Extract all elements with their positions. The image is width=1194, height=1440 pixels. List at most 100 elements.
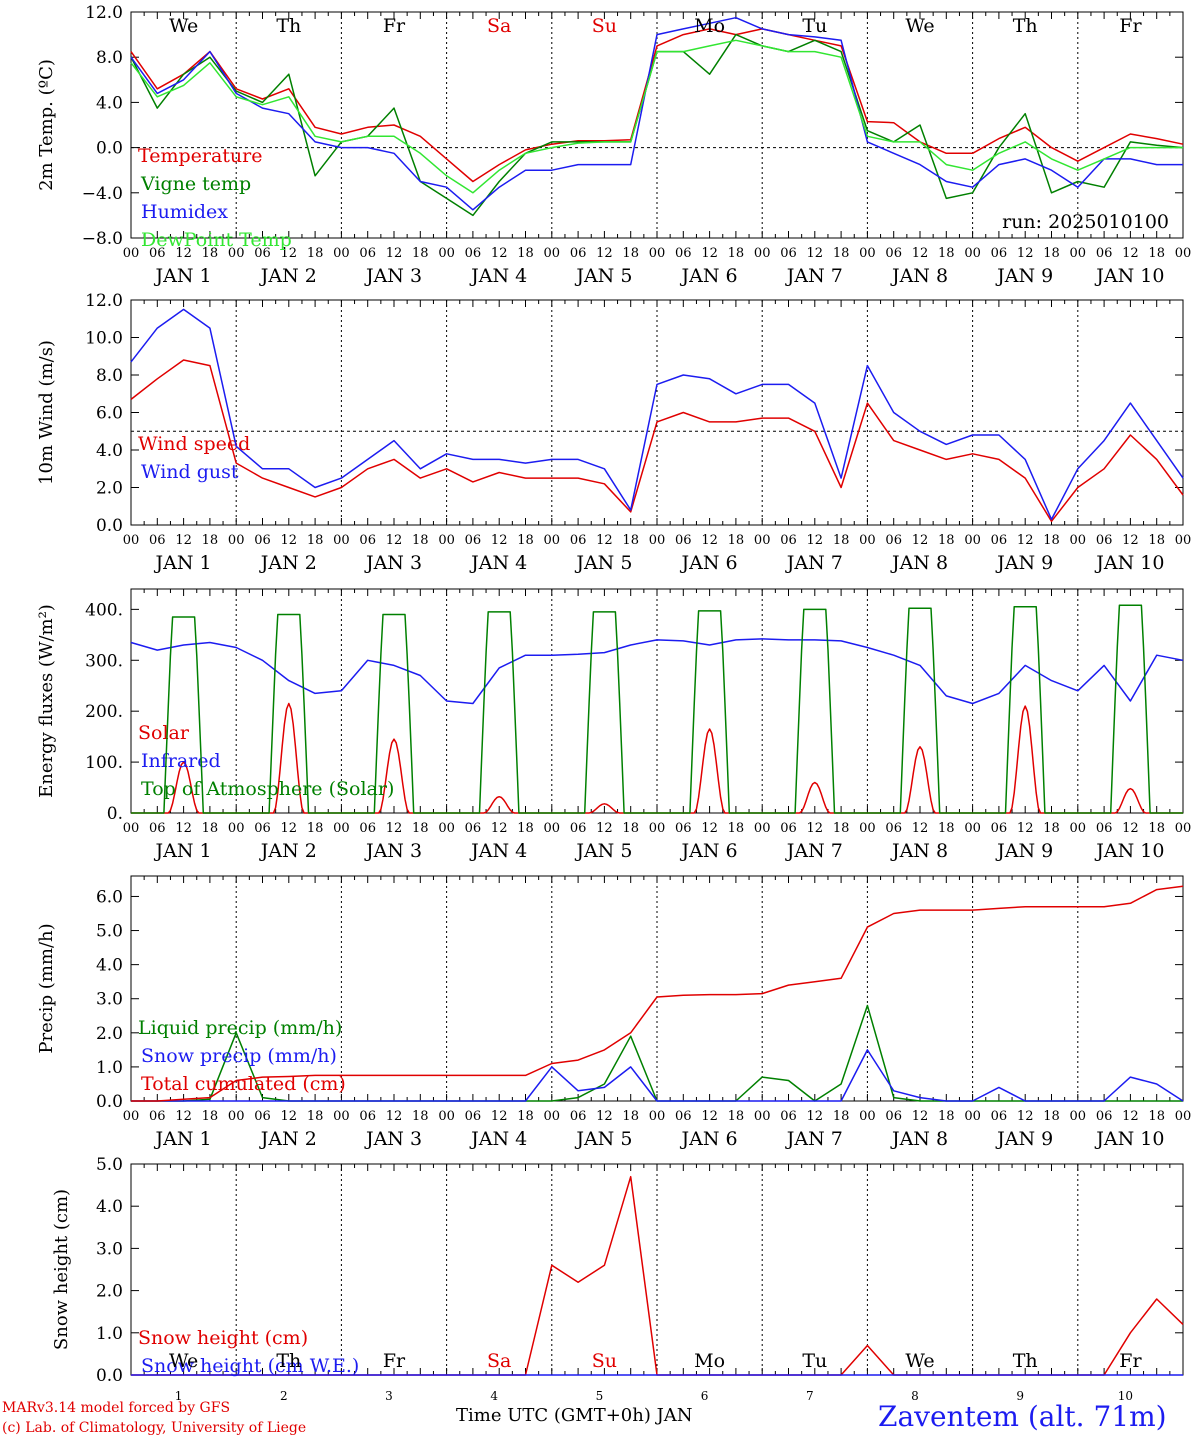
date-label: JAN 2 [259,1128,317,1150]
hour-tick-label: 06 [1096,533,1113,548]
legend-entry: Wind speed [138,433,250,455]
hour-tick-label: 00 [754,246,771,261]
chart-panel-4: 6.0 5.0 4.0 3.0 2.0 1.0 0.0 Precip (mm/h) 00 06 12… [36,875,1191,1150]
legend-entry: Top of Atmosphere (Solar) [141,778,394,800]
hour-tick-label: 12 [596,821,613,836]
hour-tick-label: 06 [149,1109,166,1124]
y-tick-label: −4.0 [82,184,123,204]
hour-tick-label: 12 [912,246,929,261]
legend-entry: Temperature [138,145,262,167]
legend-entry: Infrared [141,750,221,772]
y-tick-label: 6.0 [96,887,123,907]
hour-tick-label: 06 [359,821,376,836]
hour-tick-label: 18 [307,821,324,836]
hour-tick-label: 06 [359,246,376,261]
legend-entry: Snow height (cm) [138,1327,308,1349]
y-tick-label: 12.0 [85,3,123,23]
hour-tick-label: 00 [438,533,455,548]
date-label: JAN 9 [995,552,1053,574]
hour-tick-label: 00 [438,821,455,836]
hour-tick-label: 00 [123,1109,140,1124]
hour-tick-label: 06 [1096,246,1113,261]
hour-tick-label: 06 [149,533,166,548]
hour-tick-label: 06 [885,533,902,548]
date-label: JAN 7 [785,840,843,862]
hour-tick-label: 12 [175,1109,192,1124]
chart-panel-5: 5.0 4.0 3.0 2.0 1.0 0.0 Snow height (cm) Snow h… [51,1155,1184,1403]
date-label: JAN 5 [574,840,632,862]
hour-tick-label: 12 [701,246,718,261]
date-label: JAN 6 [680,1128,738,1150]
hour-tick-label: 18 [1043,533,1060,548]
hour-tick-label: 12 [912,533,929,548]
date-label: JAN 3 [364,840,422,862]
run-label: run: 2025010100 [1002,211,1169,233]
legend-entry: Snow precip (mm/h) [141,1045,337,1067]
hour-tick-label: 18 [1043,821,1060,836]
hour-tick-label: 06 [991,1109,1008,1124]
hour-tick-label: 18 [202,1109,219,1124]
hour-tick-label: 06 [780,1109,797,1124]
date-label: JAN 3 [364,552,422,574]
hour-tick-label: 18 [833,1109,850,1124]
hour-tick-label: 18 [622,246,639,261]
hour-tick-label: 12 [807,1109,824,1124]
hour-tick-label: 06 [465,246,482,261]
hour-tick-label: 12 [912,1109,929,1124]
day-number-label: 6 [701,1389,709,1403]
series-top-of-atmosphere-solar [131,604,1183,814]
y-tick-label: 1.0 [96,1324,123,1344]
day-number-label: 8 [911,1389,919,1403]
day-of-week-label: We [905,15,934,37]
hour-tick-label: 18 [728,533,745,548]
time-axis-label: Time UTC (GMT+0h) JAN [456,1405,693,1426]
hour-tick-label: 12 [1122,1109,1139,1124]
hour-tick-label: 00 [544,1109,561,1124]
date-label: JAN 4 [469,552,527,574]
date-label: JAN 6 [680,840,738,862]
hour-tick-label: 18 [412,1109,429,1124]
hour-tick-label: 12 [596,246,613,261]
hour-tick-label: 18 [1043,246,1060,261]
hour-tick-label: 18 [517,246,534,261]
date-label: JAN 7 [785,265,843,287]
y-tick-label: 10.0 [85,329,123,349]
hour-tick-label: 18 [517,1109,534,1124]
y-tick-label: 100. [85,753,123,773]
y-tick-label: 6.0 [96,404,123,424]
hour-tick-label: 18 [517,533,534,548]
hour-tick-label: 00 [228,1109,245,1124]
hour-tick-label: 06 [1096,821,1113,836]
legend-entry: Total cumulated (cm) [141,1073,346,1095]
y-tick-label: 200. [85,702,123,722]
hour-tick-label: 12 [1017,246,1034,261]
hour-tick-label: 12 [701,533,718,548]
hour-tick-label: 18 [307,1109,324,1124]
date-label: JAN 7 [785,552,843,574]
date-label: JAN 1 [154,552,212,574]
hour-tick-label: 12 [596,1109,613,1124]
hour-tick-label: 18 [1043,1109,1060,1124]
day-of-week-label: Th [276,1350,301,1372]
date-label: JAN 3 [364,1128,422,1150]
date-label: JAN 2 [259,840,317,862]
hour-tick-label: 18 [412,246,429,261]
hour-tick-label: 00 [123,821,140,836]
y-tick-label: 0.0 [96,1366,123,1386]
hour-tick-label: 18 [202,821,219,836]
hour-tick-label: 12 [701,821,718,836]
y-axis-title: Snow height (cm) [51,1189,72,1350]
day-number-label: 5 [596,1389,604,1403]
y-tick-label: 0.0 [96,1092,123,1112]
hour-tick-label: 06 [675,533,692,548]
day-of-week-label: Th [1013,1350,1038,1372]
hour-tick-label: 06 [1096,1109,1113,1124]
date-label: JAN 1 [154,1128,212,1150]
hour-tick-label: 06 [254,1109,271,1124]
series-line [130,308,1184,521]
hour-tick-label: 06 [149,821,166,836]
hour-tick-label: 06 [675,821,692,836]
hour-tick-label: 12 [807,533,824,548]
y-tick-label: 0.0 [96,516,123,536]
legend-entry: Snow height (cm W.E.) [141,1355,359,1377]
